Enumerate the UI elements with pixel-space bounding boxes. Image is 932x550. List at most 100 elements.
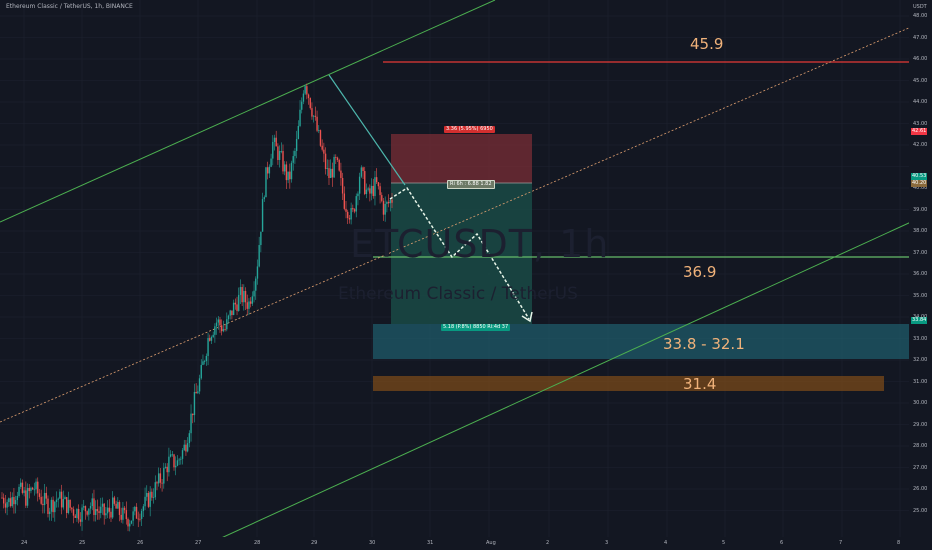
candle-body xyxy=(146,492,148,497)
candle-body xyxy=(183,444,185,451)
candle-body xyxy=(157,473,160,484)
candle-body xyxy=(328,168,330,179)
candle-body xyxy=(382,200,385,215)
candle-body xyxy=(47,498,49,514)
candle-body xyxy=(275,137,277,147)
target-label[interactable]: 5.18 (P.8%) 8850 Ri:4d 37 xyxy=(441,324,511,331)
candle-body xyxy=(253,290,255,297)
candle-body xyxy=(161,482,163,484)
candle-body xyxy=(246,302,248,309)
candle-body xyxy=(14,500,17,505)
candle-body xyxy=(365,189,368,195)
candle-body xyxy=(108,507,110,512)
time-axis[interactable] xyxy=(0,537,909,550)
candle-body xyxy=(377,182,380,187)
candle-body xyxy=(57,498,59,500)
candle-body xyxy=(297,125,300,139)
time-axis-label: 3 xyxy=(605,540,609,546)
price-axis-badge: 40.20 xyxy=(911,180,928,188)
candle-body xyxy=(117,502,119,509)
price-axis-badge: 42.61 xyxy=(911,128,928,136)
candle-body xyxy=(224,329,226,330)
candle-body xyxy=(69,499,71,508)
candle-body xyxy=(105,513,107,516)
candle-body xyxy=(205,355,208,362)
candle-body xyxy=(273,137,276,142)
candle-body xyxy=(115,503,117,509)
candle-body xyxy=(348,218,351,220)
candle-body xyxy=(71,507,73,510)
price-axis-label: 30.00 xyxy=(913,400,928,406)
candle-body xyxy=(3,497,5,504)
candle-body xyxy=(151,491,153,498)
candle-body xyxy=(169,454,172,457)
candle-body xyxy=(67,499,70,513)
support-line-label: 36.9 xyxy=(683,263,717,281)
candle-body xyxy=(89,506,92,509)
channel-upper-line[interactable] xyxy=(0,0,496,223)
candle-body xyxy=(122,507,124,520)
price-axis[interactable] xyxy=(909,0,932,550)
lower-zone[interactable] xyxy=(373,376,884,391)
time-axis-label: 27 xyxy=(195,540,202,546)
price-axis-label: 31.00 xyxy=(913,378,928,385)
candle-body xyxy=(374,177,376,197)
stop-loss-label[interactable]: 3.36 (5.95%) 6950 xyxy=(444,126,495,133)
candle-body xyxy=(282,151,284,172)
candle-body xyxy=(341,177,344,194)
candle-body xyxy=(321,145,323,150)
time-axis-label: 26 xyxy=(137,540,144,546)
candle-body xyxy=(226,319,228,330)
time-axis-label: 4 xyxy=(664,540,668,546)
candle-body xyxy=(284,164,286,172)
entry-label[interactable]: Ri 6h : 6.88 1.82 xyxy=(447,180,495,189)
candle-body xyxy=(52,499,54,513)
candle-body xyxy=(180,458,182,460)
channel-lower-line[interactable] xyxy=(194,221,912,550)
candle-body xyxy=(343,193,346,209)
projected-path[interactable] xyxy=(389,186,530,320)
candle-body xyxy=(77,508,80,520)
candle-body xyxy=(241,287,243,303)
candle-body xyxy=(203,361,206,362)
candle-body xyxy=(367,188,369,190)
candle-body xyxy=(318,130,320,131)
price-axis-label: 25.00 xyxy=(913,507,928,514)
candle-body xyxy=(96,509,99,512)
candle-body xyxy=(159,473,162,483)
candle-body xyxy=(309,98,311,109)
candle-body xyxy=(79,519,82,522)
candle-body xyxy=(178,459,180,461)
channel-midline[interactable] xyxy=(0,26,912,423)
candle-body xyxy=(215,322,218,327)
candle-body xyxy=(236,304,238,311)
candle-body xyxy=(140,510,143,519)
stop-loss-zone[interactable] xyxy=(391,134,532,183)
take-profit-zone[interactable] xyxy=(391,183,532,324)
candle-body xyxy=(94,509,97,515)
candle-body xyxy=(86,511,88,515)
candle-body xyxy=(149,491,151,507)
candle-body xyxy=(83,506,85,508)
candle-body xyxy=(256,266,259,279)
candle-body xyxy=(163,467,165,484)
price-axis-label: 45.00 xyxy=(913,77,928,84)
time-axis-label: 25 xyxy=(79,540,86,546)
candle-body xyxy=(268,166,271,174)
candle-body xyxy=(120,514,122,520)
candle-body xyxy=(103,503,105,516)
candle-body xyxy=(384,203,386,215)
candle-body xyxy=(186,443,189,452)
candle-body xyxy=(387,201,390,204)
candle-body xyxy=(197,391,199,394)
candle-body xyxy=(134,506,136,512)
candle-body xyxy=(43,492,46,506)
candle-body xyxy=(239,287,242,295)
candle-body xyxy=(23,490,25,493)
candle-body xyxy=(166,466,168,473)
candle-body xyxy=(312,115,315,117)
descending-trendline[interactable] xyxy=(328,74,406,186)
candle-body xyxy=(144,496,146,507)
price-axis-label: 26.00 xyxy=(913,486,928,492)
